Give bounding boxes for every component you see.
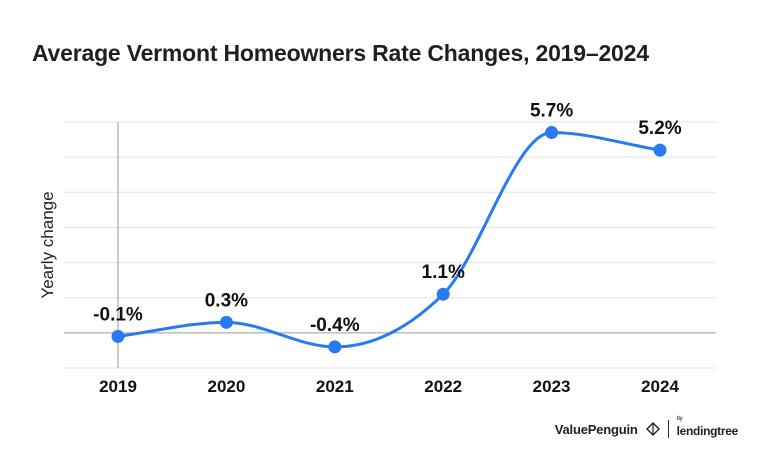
data-label-2021: -0.4% [310, 315, 360, 336]
data-point-2021 [328, 340, 342, 354]
brand-footer: ValuePenguin by lendingtree [554, 416, 739, 438]
valuepenguin-logo: ValuePenguin [554, 421, 638, 437]
axes [64, 122, 716, 368]
lendingtree-label: lendingtree [676, 424, 739, 438]
gridlines [64, 121, 716, 369]
x-tick-2023: 2023 [533, 377, 571, 396]
penguin-icon [645, 422, 660, 436]
x-tick-2022: 2022 [424, 377, 462, 396]
brand-divider [667, 420, 669, 438]
x-tick-2020: 2020 [207, 377, 245, 396]
lendingtree-logo: by lendingtree [676, 416, 739, 438]
data-point-2022 [436, 287, 450, 301]
x-tick-2019: 2019 [99, 377, 137, 396]
data-point-2023 [545, 126, 559, 140]
data-label-2024: 5.2% [638, 118, 681, 139]
data-label-2022: 1.1% [422, 262, 465, 283]
x-tick-2024: 2024 [641, 377, 679, 396]
data-point-2024 [653, 143, 667, 157]
y-axis-label: Yearly change [38, 191, 57, 298]
data-label-2019: -0.1% [93, 304, 143, 325]
data-point-2020 [219, 315, 233, 329]
series [111, 126, 667, 354]
data-label-2020: 0.3% [205, 290, 248, 311]
series-line [116, 131, 662, 349]
data-labels: -0.1% 0.3% -0.4% 1.1% 5.7% 5.2% [93, 101, 682, 336]
data-label-2023: 5.7% [530, 101, 573, 122]
x-tick-2021: 2021 [316, 377, 354, 396]
by-label: by [676, 416, 683, 422]
x-tick-labels: 2019 2020 2021 2022 2023 2024 [99, 377, 679, 396]
chart-title: Average Vermont Homeowners Rate Changes,… [32, 40, 649, 66]
data-point-2019 [111, 329, 125, 343]
